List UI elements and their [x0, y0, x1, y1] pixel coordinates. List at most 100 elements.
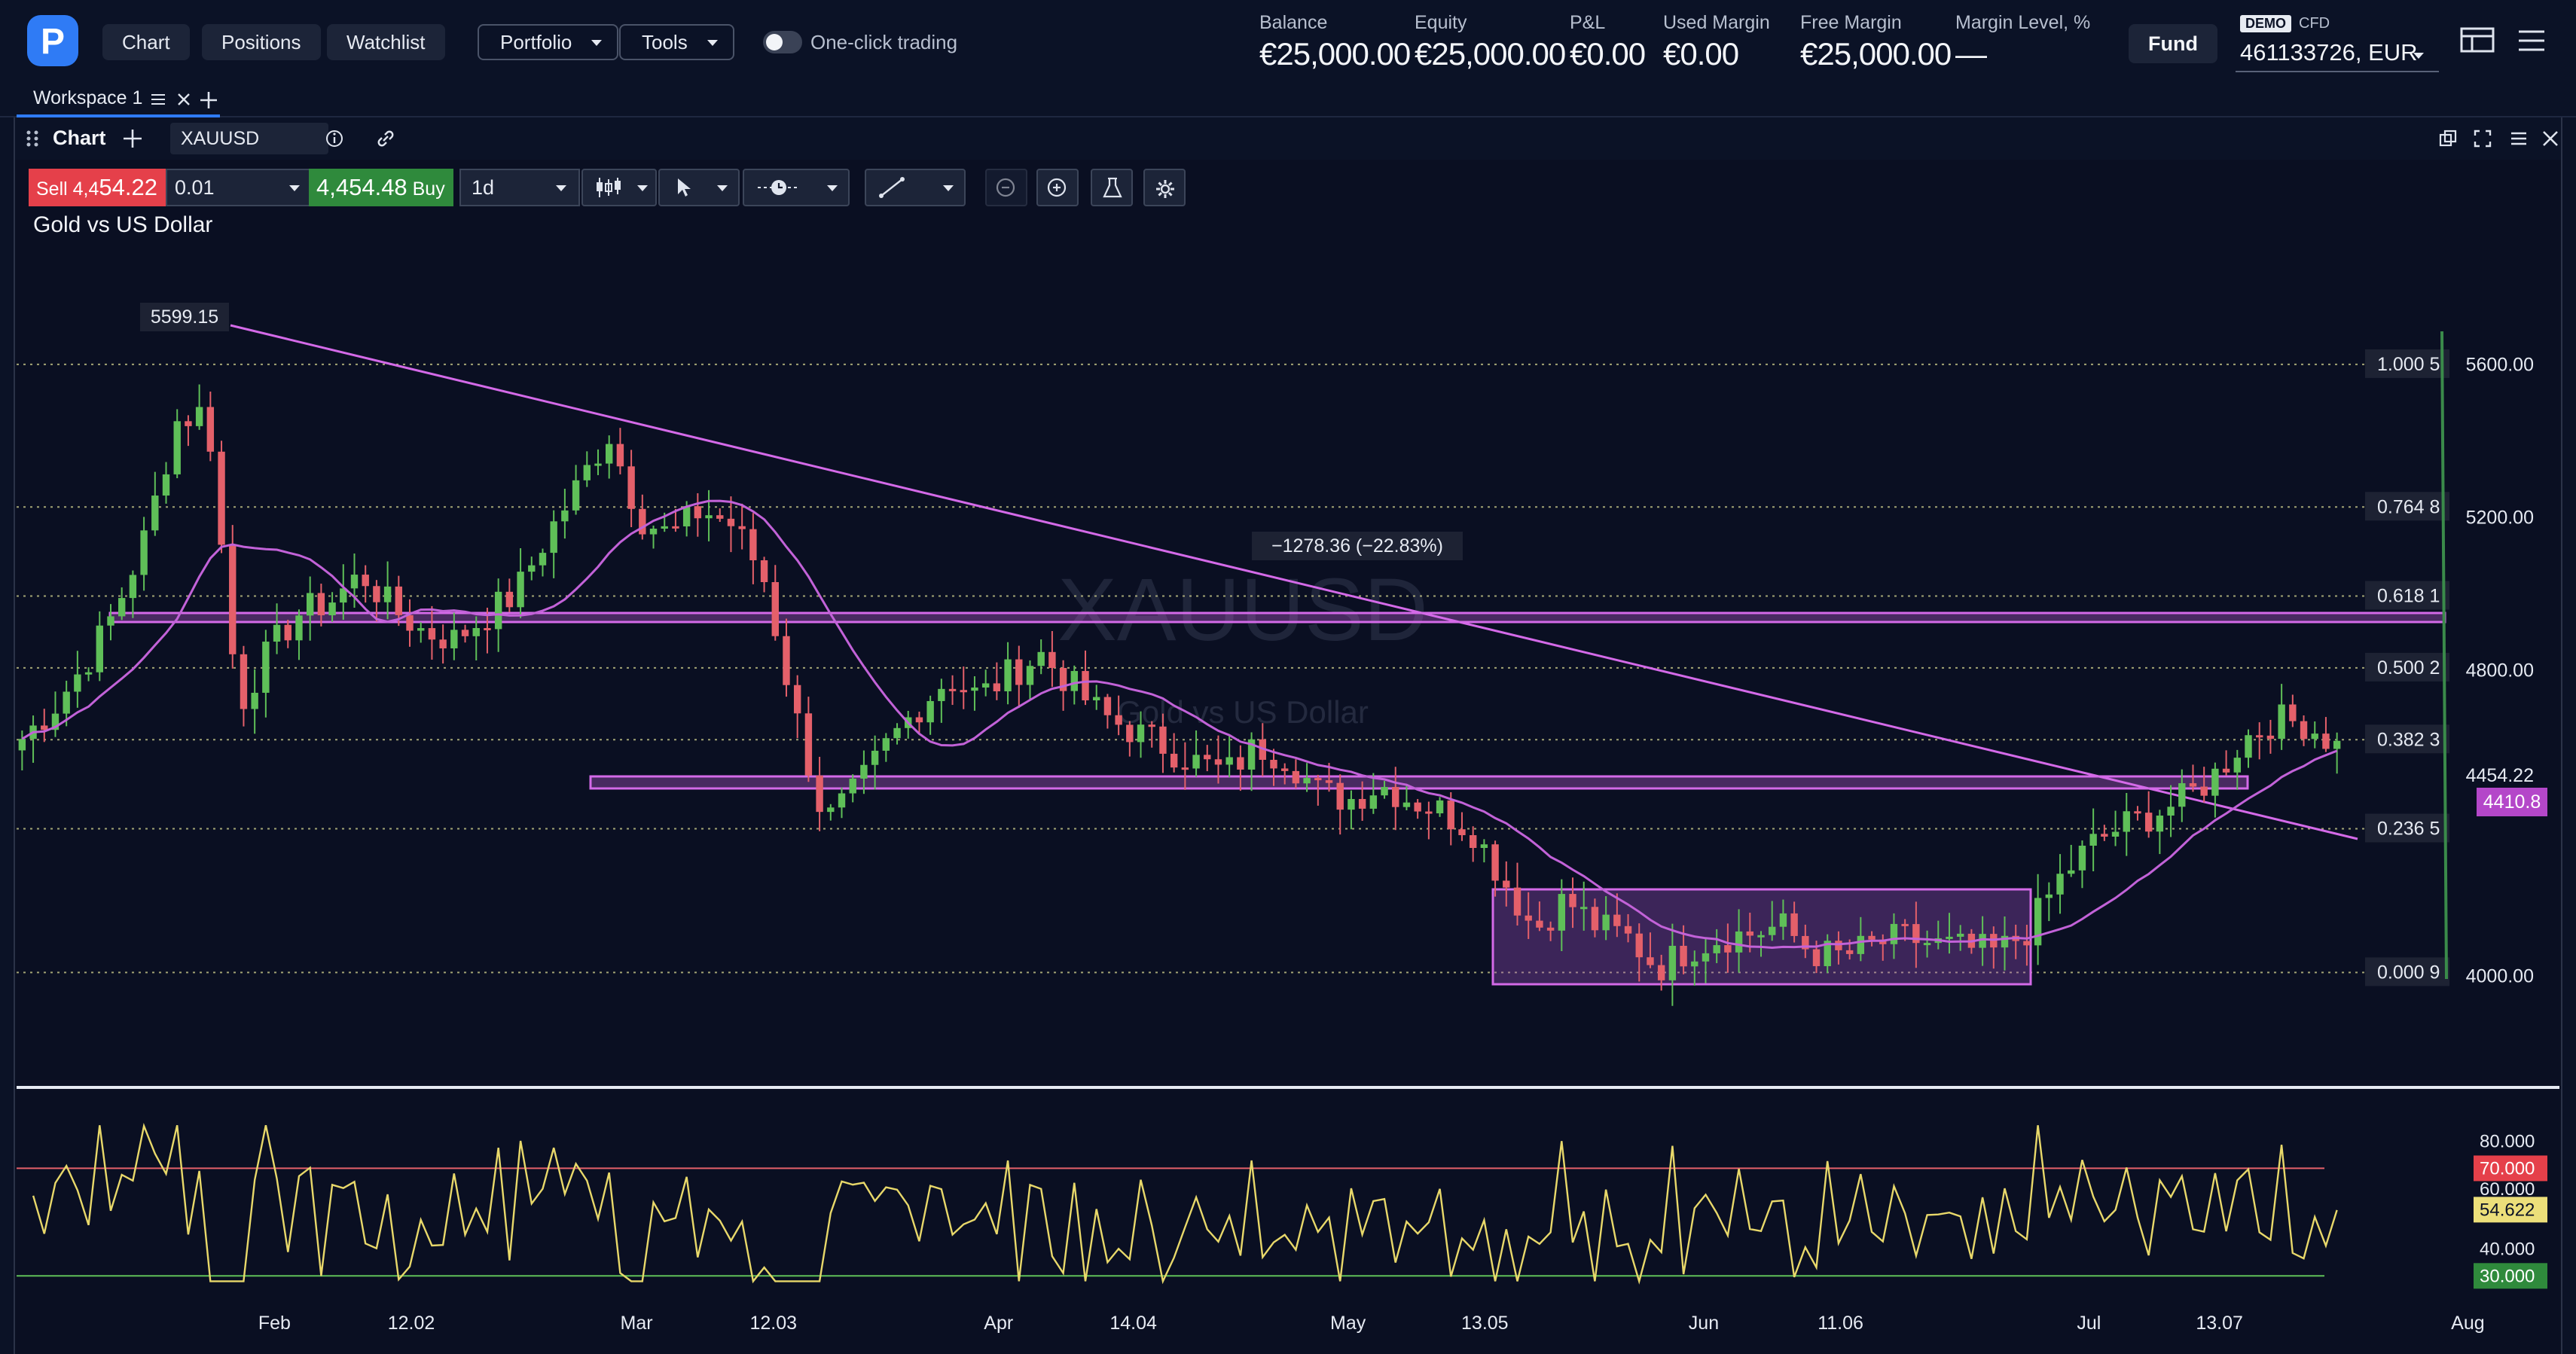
candle-body[interactable]	[1026, 666, 1034, 685]
candle-body[interactable]	[484, 627, 491, 630]
candle-body[interactable]	[971, 687, 978, 691]
candle-body[interactable]	[1137, 724, 1145, 743]
candle-body[interactable]	[1170, 753, 1178, 768]
candle-body[interactable]	[1768, 926, 1776, 935]
candle-body[interactable]	[1702, 953, 1710, 962]
candle-body[interactable]	[871, 750, 879, 765]
candle-body[interactable]	[505, 591, 514, 608]
candle-body[interactable]	[1580, 907, 1588, 910]
nav-watchlist-button[interactable]: Watchlist	[327, 24, 445, 60]
zoom-out-button[interactable]	[985, 169, 1027, 206]
candle-body[interactable]	[1779, 913, 1787, 927]
candle-body[interactable]	[639, 508, 646, 535]
fund-button[interactable]: Fund	[2129, 24, 2217, 63]
candle-body[interactable]	[1680, 945, 1687, 967]
candle-body[interactable]	[2189, 783, 2197, 787]
candle-body[interactable]	[151, 496, 159, 531]
candle-body[interactable]	[1082, 671, 1089, 701]
candle-body[interactable]	[926, 700, 934, 723]
candle-body[interactable]	[262, 642, 270, 693]
candle-body[interactable]	[1647, 957, 1654, 965]
candle-body[interactable]	[1635, 933, 1643, 958]
candle-body[interactable]	[362, 575, 369, 587]
expand-icon[interactable]	[2472, 128, 2493, 149]
candle-body[interactable]	[760, 560, 768, 583]
candle-body[interactable]	[1237, 757, 1244, 770]
candle-body[interactable]	[1369, 795, 1378, 809]
candle-body[interactable]	[2123, 811, 2130, 832]
candle-body[interactable]	[1824, 941, 1831, 966]
candle-body[interactable]	[1802, 935, 1809, 950]
candle-body[interactable]	[1668, 945, 1677, 980]
descending-trendline[interactable]	[230, 324, 2358, 840]
candle-body[interactable]	[1835, 941, 1842, 950]
candle-body[interactable]	[528, 565, 536, 572]
fibonacci-levels[interactable]	[17, 363, 2373, 974]
candle-body[interactable]	[1480, 844, 1488, 848]
rsi-line[interactable]	[32, 1123, 2338, 1285]
close-tab-icon[interactable]	[175, 90, 193, 108]
layout-icon[interactable]	[2460, 26, 2495, 56]
candle-body[interactable]	[948, 688, 957, 691]
candle-body[interactable]	[1303, 778, 1311, 784]
candle-body[interactable]	[229, 544, 237, 654]
candle-body[interactable]	[1247, 739, 1256, 770]
candle-body[interactable]	[893, 727, 901, 739]
sell-button[interactable]: Sell 4,454.22	[29, 169, 169, 206]
candle-body[interactable]	[915, 717, 923, 723]
candle-body[interactable]	[439, 639, 447, 648]
candle-body[interactable]	[417, 628, 425, 631]
nav-chart-button[interactable]: Chart	[102, 24, 190, 60]
candle-body[interactable]	[981, 683, 990, 688]
candle-body[interactable]	[1812, 949, 1821, 966]
candle-body[interactable]	[96, 625, 103, 672]
add-chart-icon[interactable]	[121, 127, 145, 151]
candle-body[interactable]	[1425, 811, 1433, 814]
candle-body[interactable]	[2200, 786, 2208, 796]
candle-body[interactable]	[1513, 887, 1521, 916]
candle-body[interactable]	[173, 421, 181, 474]
candle-body[interactable]	[350, 575, 359, 589]
candle-body[interactable]	[1525, 915, 1532, 921]
candle-body[interactable]	[1979, 934, 1986, 948]
candle-body[interactable]	[1093, 697, 1100, 701]
candle-body[interactable]	[317, 593, 325, 616]
candle-body[interactable]	[1503, 880, 1510, 888]
candle-body[interactable]	[2068, 870, 2075, 874]
candle-body[interactable]	[472, 627, 480, 636]
candle-body[interactable]	[1746, 931, 1754, 936]
candle-body[interactable]	[1148, 724, 1155, 727]
candle-body[interactable]	[2256, 735, 2263, 738]
candle-body[interactable]	[284, 624, 291, 641]
candle-body[interactable]	[1713, 945, 1720, 953]
candle-body[interactable]	[705, 515, 713, 519]
candle-body[interactable]	[1591, 907, 1599, 931]
drag-handle-icon[interactable]	[24, 128, 41, 149]
candle-body[interactable]	[517, 572, 524, 608]
candle-body[interactable]	[383, 586, 392, 602]
candle-body[interactable]	[550, 521, 557, 553]
candle-body[interactable]	[2289, 704, 2297, 721]
candle-body[interactable]	[849, 778, 856, 794]
candle-body[interactable]	[1691, 961, 1699, 967]
candle-body[interactable]	[1845, 950, 1854, 954]
candle-body[interactable]	[838, 793, 846, 808]
candle-body[interactable]	[2322, 733, 2330, 749]
candle-body[interactable]	[1724, 945, 1732, 953]
candle-body[interactable]	[1004, 659, 1012, 691]
candle-body[interactable]	[1879, 939, 1887, 944]
candle-body[interactable]	[295, 615, 303, 641]
candle-body[interactable]	[727, 518, 735, 526]
candle-body[interactable]	[1402, 802, 1411, 807]
candle-body[interactable]	[816, 775, 823, 813]
candle-body[interactable]	[1325, 780, 1333, 783]
candle-body[interactable]	[1103, 697, 1112, 715]
candle-body[interactable]	[938, 688, 945, 701]
candle-body[interactable]	[328, 602, 336, 616]
account-selector[interactable]: DEMO CFD 461133726, EUR	[2236, 11, 2439, 72]
candle-body[interactable]	[107, 616, 114, 626]
candle-body[interactable]	[140, 530, 148, 575]
candle-body[interactable]	[1059, 667, 1067, 691]
candle-body[interactable]	[1070, 671, 1079, 691]
